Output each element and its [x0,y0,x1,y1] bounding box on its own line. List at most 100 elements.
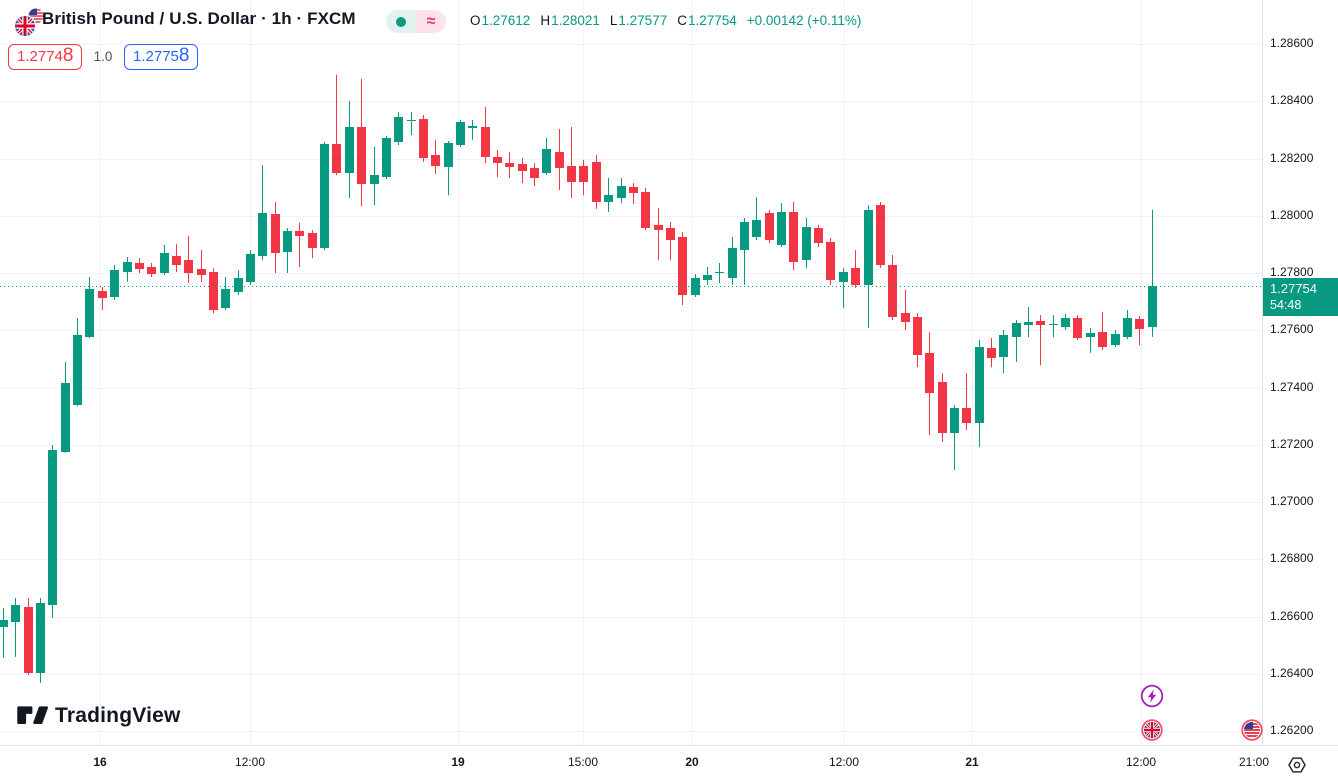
candlestick-chart[interactable] [0,0,1262,745]
high-label: H [540,13,551,28]
close-value: 1.27754 [687,13,737,28]
price-axis-label: 1.27200 [1270,437,1314,451]
high-value: 1.28021 [551,13,600,28]
candle [530,163,539,186]
price-axis-label: 1.28600 [1270,36,1314,50]
time-axis-label: 21 [965,755,979,769]
candle [975,339,984,448]
candle [864,205,873,328]
candle [110,264,119,300]
symbol-title[interactable]: British Pound / U.S. Dollar · 1h · FXCM [42,9,356,28]
candle [950,404,959,470]
candle [617,177,626,204]
ask-button[interactable]: 1.2775 8 [124,44,199,70]
bid-button[interactable]: 1.2774 8 [8,44,83,70]
candle [209,268,218,314]
time-axis-label: 15:00 [567,755,599,769]
market-open-dot-icon [396,16,406,27]
candle [221,277,230,310]
price-axis[interactable]: 1.27754 54:48 1.28600 1.28400 1.28200 1.280… [1262,0,1338,745]
low-value: 1.27577 [618,13,668,28]
candle [258,165,267,261]
change-value: +0.00142 (+0.11%) [746,13,862,28]
time-axis-label: 20 [685,755,699,769]
price-axis-label: 1.28400 [1270,93,1314,107]
candle [691,274,700,298]
candle [629,183,638,205]
price-axis-label: 1.26200 [1270,723,1314,737]
candle [752,197,761,241]
market-status-toggle[interactable]: ≈ [386,10,446,33]
candle [1111,329,1120,348]
candle [135,258,144,273]
candle [1024,307,1033,338]
gb-event-marker[interactable] [1141,719,1163,746]
candle [1073,315,1082,340]
candle [654,208,663,261]
candle [740,218,749,286]
candle [579,159,588,196]
time-axis-label: 12:00 [1125,755,1157,769]
candle [197,250,206,282]
candle [814,224,823,247]
candle [789,202,798,271]
tradingview-logo[interactable]: TradingView [16,702,181,730]
candle [61,362,70,453]
spread-value: 1.0 [93,49,113,64]
close-label: C [677,13,687,28]
candle [493,149,502,178]
us-event-marker[interactable] [1241,719,1263,746]
candle [147,262,156,278]
candle [332,74,341,176]
candle [444,141,453,196]
price-axis-label: 1.27000 [1270,494,1314,508]
candle [283,228,292,273]
candle [505,151,514,178]
candle [160,244,169,276]
candle [518,157,527,184]
candle [1012,319,1021,363]
uk-flag-icon [13,14,37,38]
candle [320,141,329,251]
candle [419,114,428,162]
candle [456,119,465,148]
price-axis-label: 1.26800 [1270,551,1314,565]
tradingview-logo-icon [17,706,48,724]
lightning-icon [1140,684,1164,708]
price-axis-label: 1.28200 [1270,151,1314,165]
candle [184,236,193,284]
candle [24,597,33,675]
price-axis-label: 1.27600 [1270,322,1314,336]
us-flag-icon [1241,719,1263,741]
price-axis-label: 1.27800 [1270,265,1314,279]
time-axis[interactable]: 16 12:00 19 15:00 20 12:00 21 12:00 21:00 [0,745,1338,781]
candle [271,202,280,273]
candle [85,277,94,338]
price-axis-label: 1.26600 [1270,609,1314,623]
axis-settings-button[interactable] [1286,755,1308,775]
candle [888,254,897,320]
time-axis-label: 16 [93,755,107,769]
candle [1061,313,1070,330]
candle [777,203,786,247]
market-open-segment[interactable] [386,10,416,33]
economic-event-marker[interactable] [1140,684,1164,713]
last-price-value: 1.27754 [1270,281,1317,296]
candle [641,187,650,231]
candle [1135,315,1144,346]
candle [1049,315,1058,338]
candle [851,250,860,288]
candle [962,373,971,430]
candle [567,127,576,199]
candle [666,222,675,261]
candle [876,202,885,269]
symbol-flag-pair-icon [6,4,46,40]
delayed-data-segment[interactable]: ≈ [416,10,446,33]
candle [36,597,45,683]
candle [431,139,440,174]
candle [1123,309,1132,340]
low-label: L [609,13,618,28]
last-price-badge[interactable]: 1.27754 54:48 [1263,278,1338,316]
candle [765,210,774,243]
candle [11,597,20,657]
